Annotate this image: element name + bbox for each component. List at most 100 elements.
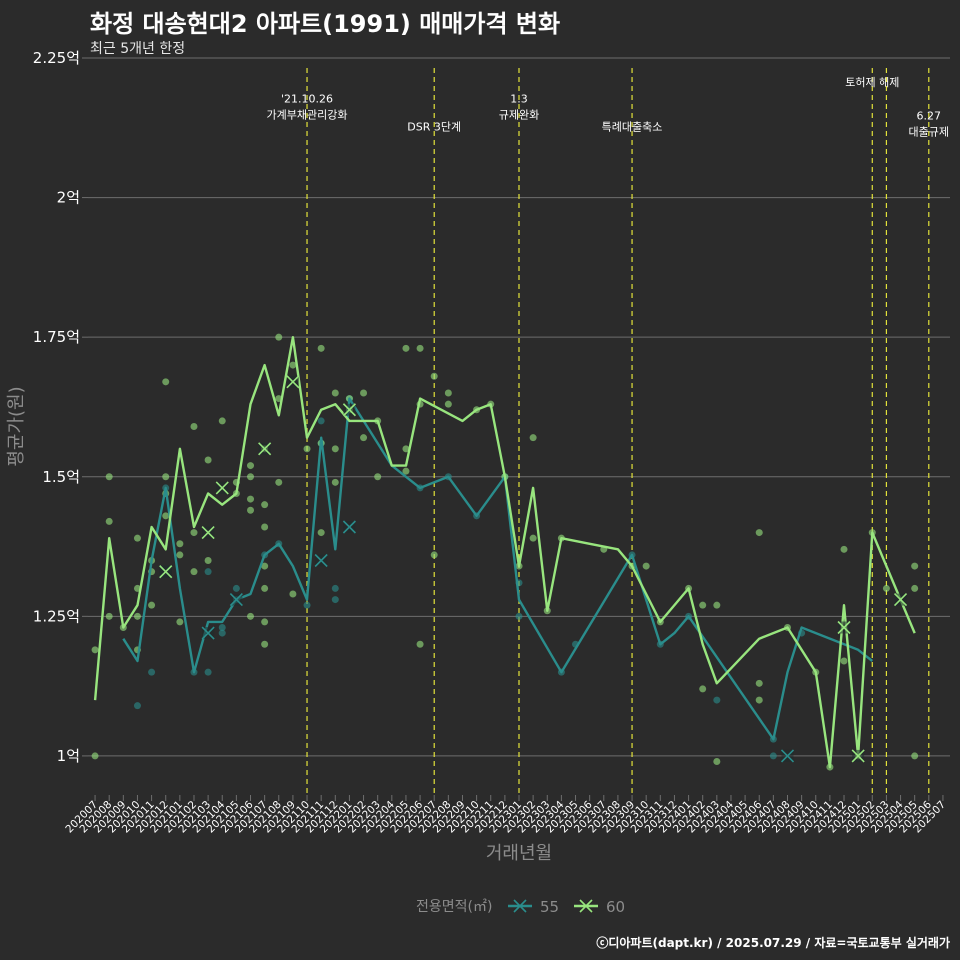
data-point-60 <box>204 557 212 564</box>
data-point-60 <box>91 646 99 654</box>
chart-subtitle: 최근 5개년 한정 <box>90 41 186 57</box>
series-line-60 <box>93 336 916 769</box>
median-marker-55 <box>314 553 328 568</box>
data-point-60 <box>699 685 707 693</box>
data-point-60 <box>317 344 325 352</box>
data-point-60 <box>133 612 141 620</box>
median-marker-60 <box>286 375 300 389</box>
legend-marker-60 <box>579 899 593 913</box>
data-point-60 <box>247 462 255 470</box>
data-point-60 <box>713 601 721 609</box>
y-tick-label: 1.75억 <box>33 328 80 346</box>
series-line-55 <box>122 397 874 741</box>
data-point-60 <box>105 473 113 481</box>
data-point-60 <box>261 640 269 648</box>
y-tick-label: 2억 <box>57 189 80 207</box>
data-point-60 <box>162 378 170 386</box>
data-point-60 <box>402 467 410 475</box>
data-point-60 <box>162 512 170 520</box>
data-point-60 <box>148 601 156 609</box>
data-point-60 <box>261 584 269 592</box>
data-point-55 <box>769 752 777 760</box>
median-marker-55 <box>229 593 243 607</box>
data-point-60 <box>261 562 269 570</box>
data-point-60 <box>331 445 339 453</box>
data-point-60 <box>911 562 919 570</box>
event-label: DSR 3단계 <box>407 121 461 134</box>
x-axis-title: 거래년월 <box>486 843 552 864</box>
data-point-60 <box>162 473 170 481</box>
data-point-60 <box>331 389 339 397</box>
data-point-60 <box>360 389 368 397</box>
data-point-60 <box>91 752 99 760</box>
median-marker-60 <box>215 481 229 495</box>
legend-label-55: 55 <box>540 898 559 916</box>
data-point-60 <box>402 344 410 352</box>
y-tick-label: 2.25억 <box>33 49 80 67</box>
data-point-55 <box>218 624 226 631</box>
event-label: 토허제 해제 <box>845 75 899 89</box>
event-label: '21.10.26 <box>281 93 333 106</box>
y-tick-label: 1.25억 <box>33 607 80 625</box>
event-label: 6.27 <box>917 109 942 122</box>
data-point-60 <box>416 640 424 648</box>
median-marker-55 <box>780 749 795 763</box>
data-point-60 <box>105 517 113 525</box>
data-point-60 <box>190 529 198 537</box>
data-point-55 <box>133 702 141 710</box>
data-point-60 <box>176 551 184 559</box>
data-point-60 <box>374 473 382 481</box>
data-point-60 <box>247 473 255 481</box>
data-point-60 <box>176 618 184 626</box>
data-point-55 <box>148 668 156 676</box>
event-label: 대출규제 <box>909 125 949 138</box>
data-point-60 <box>218 417 226 425</box>
data-point-60 <box>247 612 255 620</box>
y-tick-label: 1.5억 <box>42 468 80 486</box>
data-point-60 <box>261 618 269 626</box>
data-point-60 <box>289 361 297 369</box>
data-point-60 <box>402 445 410 453</box>
data-point-60 <box>190 568 198 576</box>
data-point-60 <box>289 590 297 598</box>
data-point-60 <box>713 758 721 765</box>
source-caption: ⓒ디아파트(dapt.kr) / 2025.07.29 / 자료=국토교통부 실… <box>596 936 950 950</box>
data-point-60 <box>840 657 848 665</box>
chart-title: 화정 대송현대2 아파트(1991) 매매가격 변화 <box>90 10 561 38</box>
data-point-55 <box>204 668 212 676</box>
event-label: 1.3 <box>510 93 528 106</box>
event-label: 특례대출축소 <box>602 121 663 134</box>
data-point-60 <box>247 506 255 514</box>
data-point-60 <box>699 601 707 609</box>
median-marker-60 <box>837 620 851 635</box>
median-marker-55 <box>201 626 215 640</box>
y-tick-label: 1억 <box>57 747 80 765</box>
legend-label-60: 60 <box>606 898 625 916</box>
y-axis-title: 평균가(원) <box>6 386 27 466</box>
data-point-60 <box>261 501 269 509</box>
data-point-60 <box>261 523 269 531</box>
data-point-60 <box>275 333 283 341</box>
data-point-60 <box>529 434 537 442</box>
data-point-60 <box>247 495 255 503</box>
data-point-60 <box>331 478 339 486</box>
data-point-55 <box>218 629 226 637</box>
data-point-55 <box>232 584 240 592</box>
median-marker-60 <box>893 593 908 607</box>
data-point-60 <box>444 400 452 408</box>
median-marker-55 <box>342 520 356 534</box>
data-point-60 <box>416 344 424 352</box>
data-point-60 <box>133 534 141 542</box>
data-point-60 <box>444 389 452 397</box>
median-marker-60 <box>851 749 865 763</box>
data-point-55 <box>331 584 339 592</box>
data-point-60 <box>755 529 763 537</box>
data-point-60 <box>105 612 113 620</box>
data-point-55 <box>713 696 721 704</box>
data-point-60 <box>882 584 890 592</box>
median-marker-60 <box>342 403 356 417</box>
data-point-55 <box>204 568 212 576</box>
data-point-60 <box>755 679 763 687</box>
data-point-60 <box>911 584 919 592</box>
